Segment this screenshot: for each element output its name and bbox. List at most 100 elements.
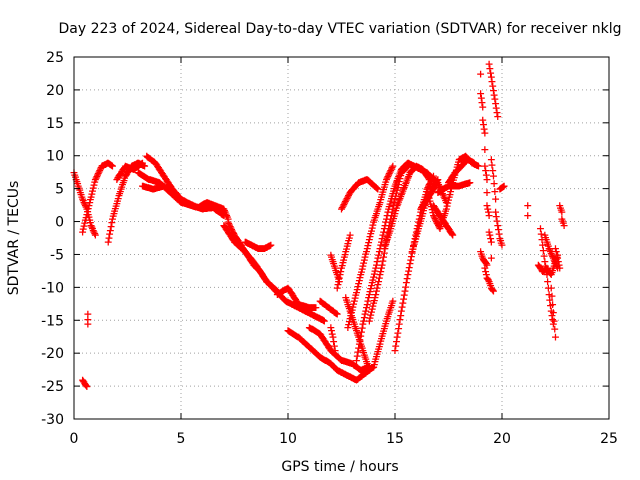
data-point: + — [214, 200, 223, 213]
data-point: + — [329, 347, 338, 360]
data-point: + — [212, 204, 221, 217]
data-point: + — [82, 380, 91, 393]
data-point: + — [448, 229, 457, 242]
data-point: + — [227, 231, 236, 244]
data-point: + — [204, 202, 213, 215]
data-point: + — [112, 173, 121, 186]
data-point: + — [95, 164, 104, 177]
data-point: + — [336, 265, 345, 278]
data-point: + — [108, 212, 117, 225]
data-point: + — [324, 356, 333, 369]
data-point: + — [186, 199, 195, 212]
series-t18: +++++++++++++ — [326, 248, 344, 287]
data-point: + — [253, 261, 262, 274]
data-point: + — [225, 218, 234, 231]
data-point: + — [305, 301, 314, 314]
data-point: + — [294, 331, 303, 344]
data-point: + — [131, 158, 140, 171]
data-point: + — [237, 240, 246, 253]
data-point: + — [123, 166, 132, 179]
data-point: + — [172, 187, 181, 200]
data-point: + — [216, 201, 225, 214]
data-point: + — [335, 268, 344, 281]
data-point: + — [363, 365, 372, 378]
data-point: + — [92, 171, 101, 184]
data-point: + — [149, 182, 158, 195]
data-point: + — [320, 314, 329, 327]
data-point: + — [151, 175, 160, 188]
data-point: + — [154, 176, 163, 189]
data-point: + — [139, 169, 148, 182]
series-t19: +++++++++++++++++++ — [333, 229, 355, 295]
data-point: + — [166, 186, 175, 199]
data-point: + — [124, 165, 133, 178]
data-point: + — [172, 188, 181, 201]
data-point: + — [329, 305, 338, 318]
data-point: + — [148, 154, 157, 167]
data-point: + — [192, 201, 201, 214]
data-point: + — [178, 194, 187, 207]
data-point: + — [122, 167, 131, 180]
data-point: + — [328, 359, 337, 372]
data-point: + — [218, 208, 227, 221]
data-point: + — [119, 176, 128, 189]
data-point: + — [559, 219, 568, 232]
data-point: + — [156, 177, 165, 190]
series-t6: ++++++++++++++++++++++++++++++++++ — [112, 156, 147, 185]
data-point: + — [311, 301, 320, 314]
data-point: + — [188, 199, 197, 212]
data-point: + — [218, 202, 227, 215]
data-point: + — [267, 280, 276, 293]
data-point: + — [105, 228, 114, 241]
data-point: + — [367, 362, 376, 375]
data-point: + — [166, 180, 175, 193]
data-point: + — [129, 159, 138, 172]
data-point: + — [78, 374, 87, 387]
data-point: + — [316, 312, 325, 325]
data-point: + — [251, 257, 260, 270]
data-point: + — [204, 197, 213, 210]
data-point: + — [354, 372, 363, 385]
data-point: + — [163, 183, 172, 196]
data-point: + — [258, 242, 267, 255]
data-point: + — [335, 365, 344, 378]
data-point: + — [136, 158, 145, 171]
data-point: + — [288, 288, 297, 301]
data-point: + — [248, 257, 257, 270]
data-point: + — [185, 197, 194, 210]
data-point: + — [91, 173, 100, 186]
data-point: + — [268, 281, 277, 294]
data-point: + — [78, 225, 87, 238]
data-point: + — [158, 180, 167, 193]
data-point: + — [335, 275, 344, 288]
data-point: + — [358, 363, 367, 376]
data-point: + — [84, 211, 93, 224]
data-point: + — [79, 375, 88, 388]
data-point: + — [174, 190, 183, 203]
data-point: + — [134, 156, 143, 169]
data-point: + — [369, 360, 378, 373]
data-point: + — [147, 153, 156, 166]
data-point: + — [321, 336, 330, 349]
data-point: + — [190, 200, 199, 213]
data-point: + — [245, 251, 254, 264]
series-t1: +++++++++++++++++++++++++++++++ — [69, 166, 100, 242]
data-point: + — [211, 199, 220, 212]
data-point: + — [162, 173, 171, 186]
data-point: + — [330, 361, 339, 374]
data-point: + — [299, 336, 308, 349]
data-point: + — [348, 357, 357, 370]
data-point: + — [283, 295, 292, 308]
data-point: + — [148, 174, 157, 187]
data-point: + — [265, 239, 274, 252]
data-point: + — [201, 197, 210, 210]
data-point: + — [367, 362, 376, 375]
y-tick-label: -25 — [41, 379, 64, 395]
data-point: + — [129, 163, 138, 176]
data-point: + — [179, 197, 188, 210]
data-point: + — [288, 327, 297, 340]
data-point: + — [221, 206, 230, 219]
data-point: + — [362, 362, 371, 375]
data-point: + — [129, 163, 138, 176]
data-point: + — [328, 304, 337, 317]
